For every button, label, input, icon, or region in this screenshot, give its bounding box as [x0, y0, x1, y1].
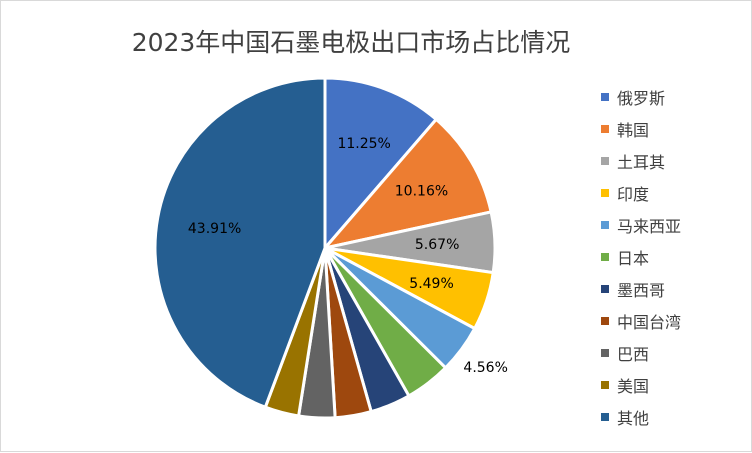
legend-item-2: 韩国: [601, 113, 681, 145]
legend-item-11: 其他: [601, 401, 681, 433]
slice-label-5: 4.56%: [463, 360, 507, 376]
legend-label: 日本: [617, 249, 650, 268]
legend-item-10: 美国: [601, 369, 681, 401]
slice-label-4: 5.49%: [409, 276, 453, 292]
legend-label: 俄罗斯: [617, 89, 666, 108]
legend-swatch: [601, 125, 609, 133]
legend-item-3: 土耳其: [601, 145, 681, 177]
chart-legend: 俄罗斯韩国土耳其印度马来西亚日本墨西哥中国台湾巴西美国其他: [601, 81, 681, 433]
legend-item-6: 日本: [601, 241, 681, 273]
legend-label: 土耳其: [617, 153, 666, 172]
legend-item-5: 马来西亚: [601, 209, 681, 241]
legend-item-8: 中国台湾: [601, 305, 681, 337]
legend-label: 墨西哥: [617, 281, 666, 300]
legend-swatch: [601, 381, 609, 389]
slice-label-11: 43.91%: [188, 221, 241, 237]
pie-slice-11: [153, 76, 327, 410]
slice-label-2: 10.16%: [395, 184, 448, 200]
slice-label-3: 5.67%: [415, 237, 459, 253]
legend-swatch: [601, 221, 609, 229]
legend-label: 其他: [617, 409, 650, 428]
slice-label-1: 11.25%: [337, 136, 390, 152]
legend-label: 中国台湾: [617, 313, 682, 332]
legend-swatch: [601, 157, 609, 165]
legend-item-4: 印度: [601, 177, 681, 209]
legend-item-1: 俄罗斯: [601, 81, 681, 113]
legend-label: 巴西: [617, 345, 650, 364]
legend-swatch: [601, 93, 609, 101]
legend-item-9: 巴西: [601, 337, 681, 369]
legend-label: 韩国: [617, 121, 650, 140]
legend-swatch: [601, 189, 609, 197]
legend-swatch: [601, 285, 609, 293]
legend-swatch: [601, 349, 609, 357]
legend-swatch: [601, 253, 609, 261]
legend-swatch: [601, 413, 609, 421]
pie-slice-2: [320, 117, 493, 251]
legend-label: 印度: [617, 185, 650, 204]
chart-title: 2023年中国石墨电极出口市场占比情况: [131, 28, 571, 57]
legend-item-7: 墨西哥: [601, 273, 681, 305]
legend-label: 美国: [617, 377, 650, 396]
legend-swatch: [601, 317, 609, 325]
pie-slice-1: [323, 76, 439, 253]
legend-label: 马来西亚: [617, 217, 682, 236]
